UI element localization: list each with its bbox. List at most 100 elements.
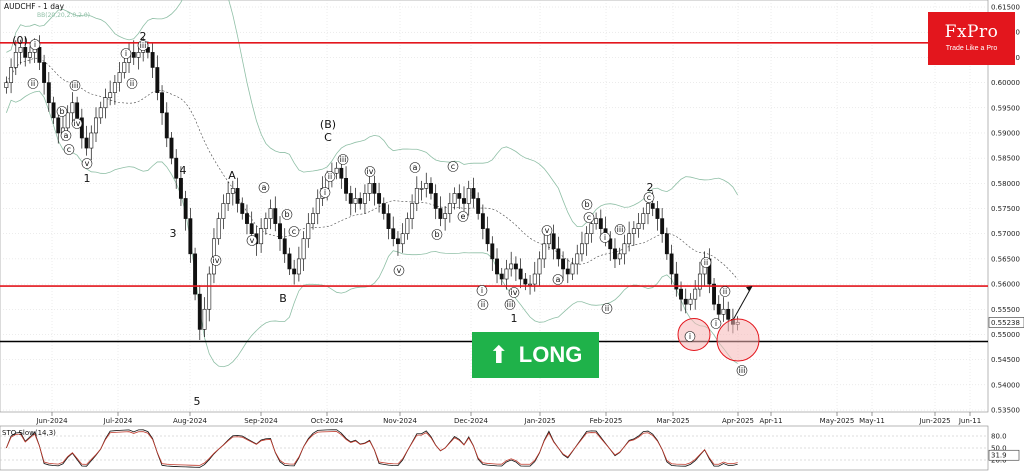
circled-wave-marker [684, 331, 696, 342]
y-tick-label: 0.61500 [991, 4, 1020, 12]
circled-wave-label: ii [130, 79, 134, 88]
candle-body [278, 223, 282, 240]
candle-body [164, 112, 169, 139]
candle-body [608, 238, 613, 250]
candle-body [103, 97, 108, 109]
circled-wave-marker [599, 232, 611, 243]
circled-wave-label: iii [72, 81, 79, 90]
circled-wave-marker [27, 78, 39, 89]
circled-wave-label: iii [140, 41, 147, 50]
candle-body [226, 193, 231, 204]
candle-body [693, 288, 698, 300]
candle-body [537, 258, 542, 275]
wave-label: 1 [84, 172, 91, 185]
candle-body [716, 303, 721, 315]
circled-wave-label: iv [74, 119, 81, 128]
osc-current-box [988, 449, 1020, 461]
candle-body [646, 203, 650, 214]
projection-arrowhead [746, 286, 752, 292]
circled-wave-marker [581, 199, 593, 210]
candle-body [561, 258, 566, 270]
candle-body [202, 308, 207, 330]
candle-body [476, 198, 481, 214]
candle-body [362, 193, 367, 204]
candle-body [490, 243, 495, 260]
chart-title: AUDCHF - 1 day [4, 2, 65, 11]
circled-wave-marker [210, 255, 222, 266]
circled-wave-marker [541, 225, 553, 236]
candle-body [84, 137, 89, 149]
candle-body [263, 218, 268, 229]
circled-wave-marker [393, 265, 405, 276]
circled-wave-label: iii [617, 225, 624, 234]
candle-body [721, 308, 726, 315]
circled-wave-label: a [64, 131, 69, 140]
candle-body [315, 198, 320, 214]
candle-body [513, 263, 518, 270]
circled-wave-label: c [647, 193, 651, 202]
circled-wave-label: a [262, 183, 267, 192]
candle-body [122, 62, 127, 73]
stochastic-oscillator: 80.050.020.031.9 [0, 429, 1020, 468]
candle-body [18, 47, 23, 53]
candle-body [528, 283, 533, 286]
circled-wave-marker [63, 144, 75, 155]
circled-wave-marker [364, 166, 376, 177]
candle-body [75, 102, 80, 119]
candle-body [249, 223, 254, 235]
circled-wave-label: v [85, 159, 90, 168]
circled-wave-marker [477, 299, 489, 310]
candle-body [410, 203, 415, 219]
indicator-label: BB(20,20,2.0,2.0) [37, 12, 90, 19]
candle-body [518, 268, 523, 280]
circled-wave-marker [583, 212, 595, 223]
circled-wave-label: e [461, 212, 466, 221]
candle-body [150, 52, 155, 68]
circled-wave-label: v [250, 236, 255, 245]
candle-body [509, 263, 514, 270]
logo-brand: FxPro [944, 22, 999, 42]
candle-body [174, 157, 179, 179]
circled-wave-marker [431, 229, 443, 240]
y-tick-label: 0.60000 [991, 79, 1020, 87]
stoch-d-line [5, 431, 738, 466]
candle-body [679, 288, 683, 300]
candle-body [613, 248, 617, 260]
candle-body [339, 167, 344, 179]
candle-body [641, 213, 646, 224]
circled-wave-marker [81, 158, 93, 169]
candle-body [655, 208, 660, 219]
circled-wave-marker [258, 182, 270, 193]
circled-wave-marker [457, 211, 469, 222]
circled-wave-label: i [324, 188, 326, 197]
candle-body [306, 223, 311, 240]
candle-body [485, 228, 490, 245]
candle-body [523, 278, 528, 285]
x-tick-label: Apr-2025 [722, 417, 754, 425]
candle-body [570, 263, 575, 275]
candle-body [438, 208, 443, 219]
candle-body [160, 92, 165, 114]
y-tick-label: 0.55500 [991, 306, 1020, 314]
candle-body [230, 188, 235, 194]
candle-body [386, 213, 391, 229]
osc-current-label: 31.9 [991, 452, 1007, 460]
candle-body [9, 67, 14, 83]
circled-wave-label: c [587, 213, 591, 222]
circled-wave-marker [29, 39, 41, 50]
circled-wave-label: iv [213, 256, 220, 265]
candle-body [372, 183, 377, 194]
circled-wave-marker [120, 48, 132, 59]
projection-arrow [731, 285, 753, 323]
candle-body [89, 132, 94, 149]
circled-wave-label: c [451, 162, 455, 171]
circled-wave-marker [71, 118, 83, 129]
circled-wave-marker [614, 224, 626, 235]
candle-body [565, 268, 570, 275]
candle-body [429, 183, 433, 194]
candle-body [334, 167, 339, 174]
candle-body [579, 243, 584, 255]
date-axis: Jun-2024 Jul-2024 Aug-2024 Sep-2024 Oct-2024… [35, 412, 981, 425]
x-tick-label: Jul-2024 [103, 417, 133, 425]
candle-body [27, 52, 32, 58]
